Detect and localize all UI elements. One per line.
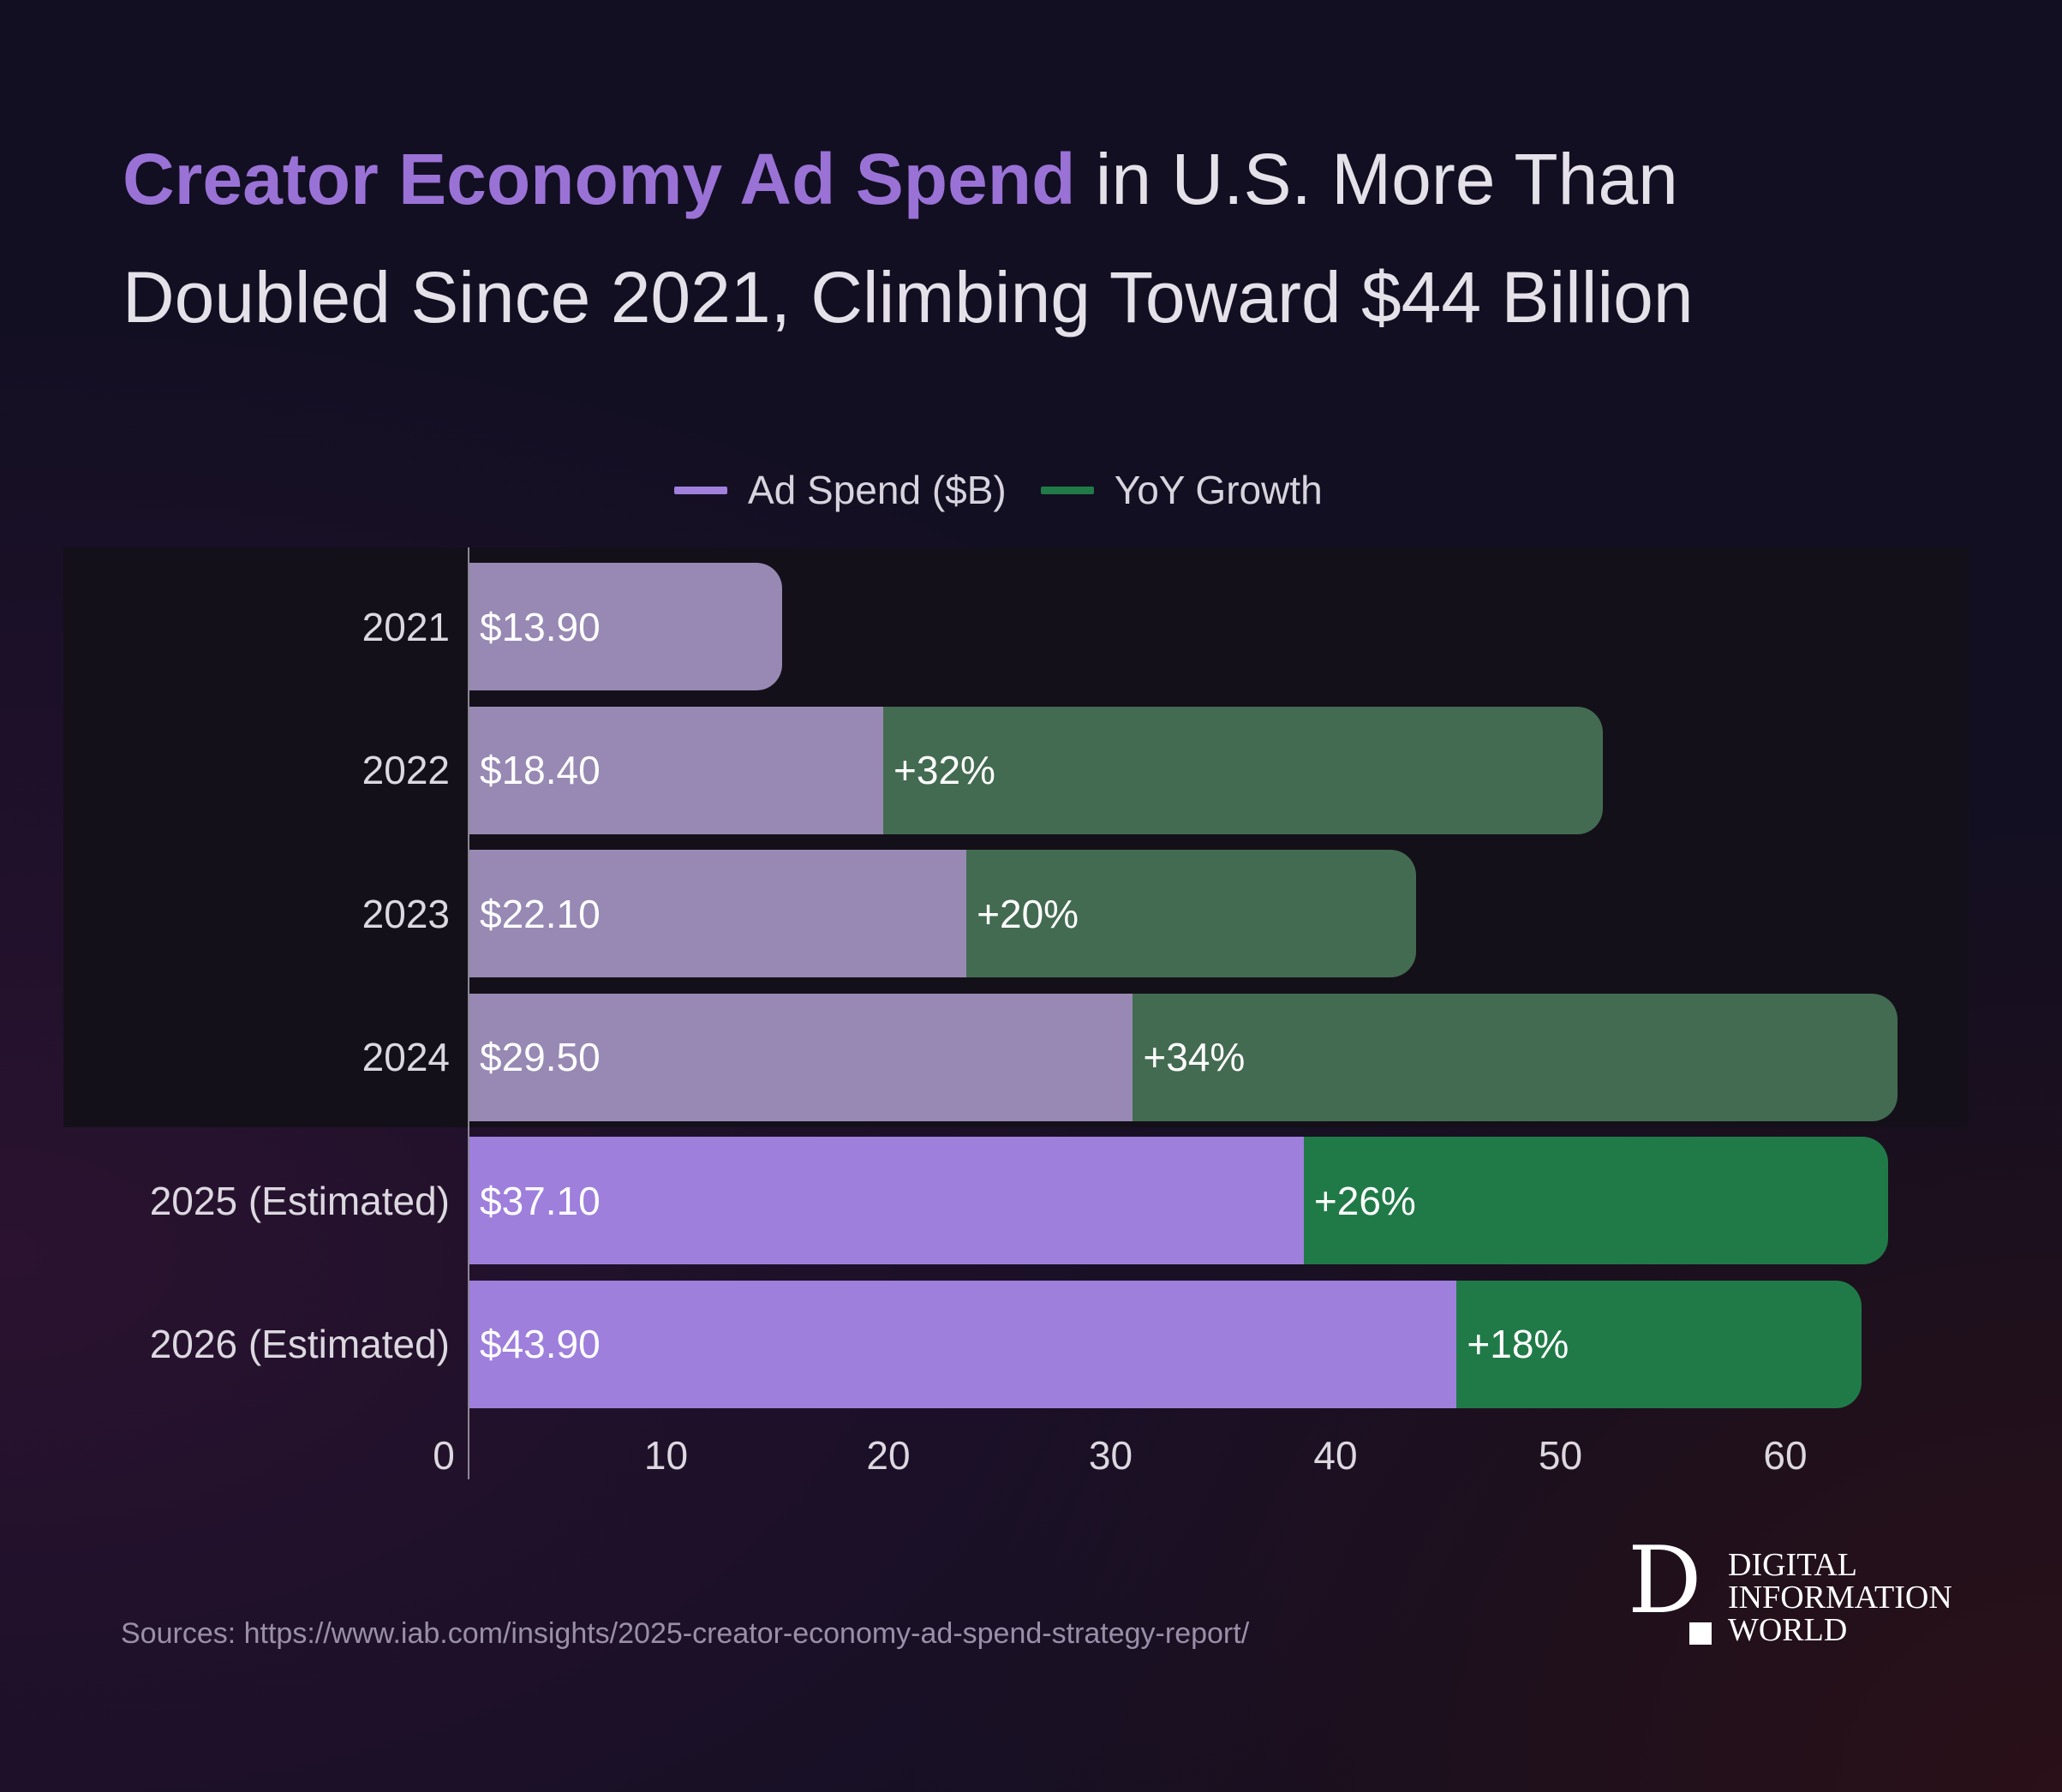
legend-item-ad-spend: Ad Spend ($B)	[674, 467, 1007, 513]
logo-letter: D	[1628, 1527, 1702, 1634]
logo-text: DIGITAL INFORMATION WORLD	[1728, 1547, 1952, 1648]
x-tick-label: 50	[1538, 1433, 1583, 1478]
data-label-ad-spend: $37.10	[480, 1178, 601, 1223]
category-label: 2023	[362, 891, 450, 936]
category-label: 2022	[362, 748, 450, 792]
bar-yoy-growth	[1456, 1280, 1862, 1408]
data-label-ad-spend: $18.40	[480, 748, 601, 792]
bar-ad-spend	[469, 850, 967, 977]
data-label-yoy-growth: +26%	[1313, 1178, 1416, 1223]
title-highlight: Creator Economy Ad Spend	[123, 139, 1076, 219]
bar-yoy-growth	[1303, 1137, 1889, 1264]
legend-label-ad-spend: Ad Spend ($B)	[748, 468, 1007, 512]
source-note: Sources: https://www.iab.com/insights/20…	[121, 1617, 1250, 1650]
legend: Ad Spend ($B) YoY Growth	[674, 467, 1357, 513]
logo-square	[1689, 1622, 1712, 1645]
data-label-ad-spend: $29.50	[480, 1035, 601, 1079]
bar-yoy-growth	[883, 706, 1603, 834]
bar-ad-spend	[469, 1280, 1457, 1408]
category-label: 2026 (Estimated)	[149, 1322, 450, 1366]
bar-ad-spend	[469, 1137, 1304, 1264]
bar-ad-spend	[469, 993, 1133, 1121]
title-line2: Doubled Since 2021, Climbing Toward $44 …	[123, 257, 1694, 337]
category-label: 2025 (Estimated)	[149, 1178, 450, 1223]
x-tick-label: 10	[643, 1433, 689, 1478]
x-tick-label: 40	[1313, 1433, 1358, 1478]
data-label-ad-spend: $22.10	[480, 891, 601, 936]
y-axis-line	[468, 547, 469, 1479]
x-tick-label: 0	[433, 1433, 455, 1478]
category-label: 2021	[362, 604, 450, 649]
data-label-ad-spend: $43.90	[480, 1322, 601, 1366]
data-label-yoy-growth: +20%	[977, 891, 1079, 936]
bar-ad-spend	[469, 706, 883, 834]
x-tick-label: 20	[866, 1433, 911, 1478]
bar-yoy-growth	[966, 850, 1417, 977]
data-label-yoy-growth: +18%	[1467, 1322, 1569, 1366]
bar-yoy-growth	[1133, 993, 1898, 1121]
data-label-yoy-growth: +34%	[1143, 1035, 1246, 1079]
legend-swatch-yoy-growth	[1040, 486, 1094, 494]
legend-item-yoy-growth: YoY Growth	[1040, 467, 1323, 513]
data-label-yoy-growth: +32%	[894, 748, 995, 792]
data-label-ad-spend: $13.90	[480, 604, 601, 649]
chart-title: Creator Economy Ad Spend in U.S. More Th…	[123, 120, 1694, 356]
bar-ad-spend	[469, 563, 782, 690]
legend-label-yoy-growth: YoY Growth	[1114, 468, 1323, 512]
category-label: 2024	[362, 1035, 450, 1079]
x-tick-label: 30	[1088, 1433, 1133, 1478]
legend-swatch-ad-spend	[674, 486, 727, 494]
x-tick-label: 60	[1763, 1433, 1808, 1478]
title-line1: in U.S. More Than	[1075, 139, 1678, 219]
